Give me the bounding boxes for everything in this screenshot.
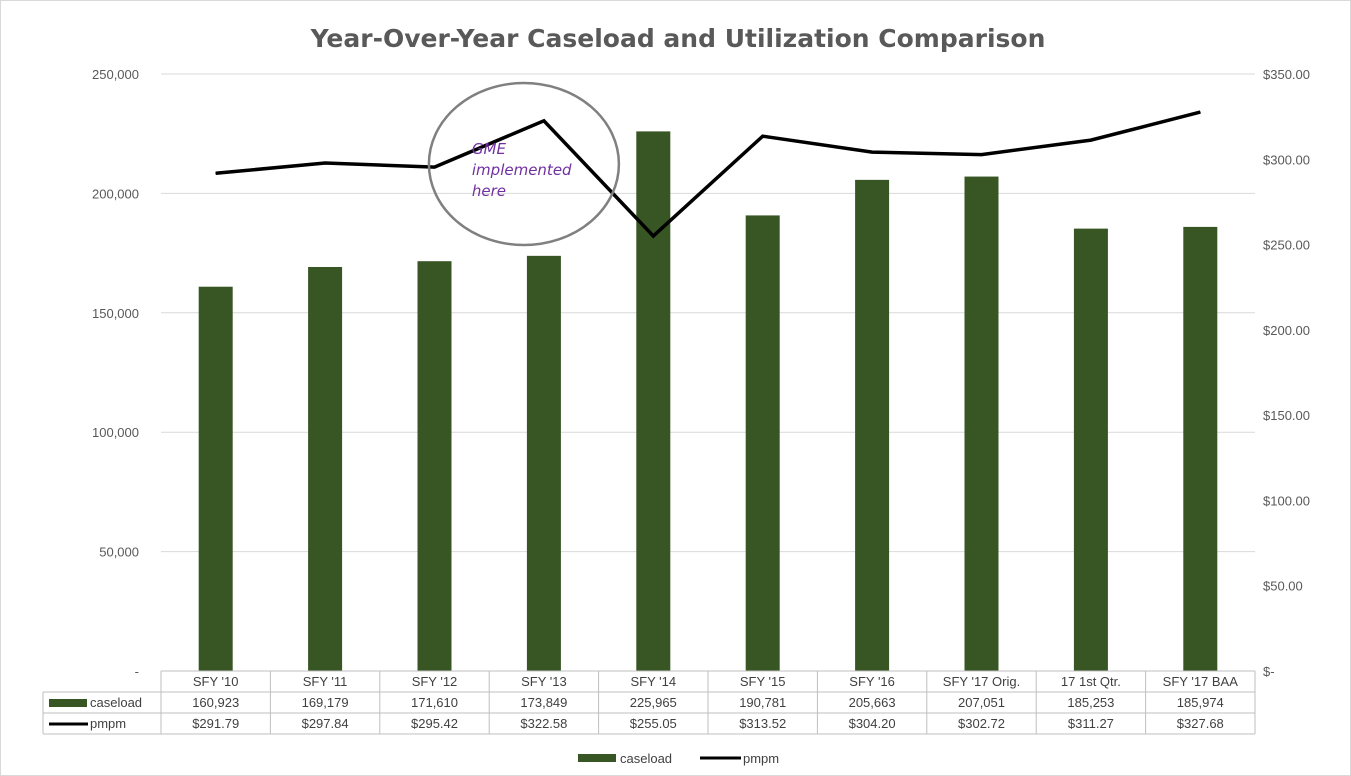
legend-swatch-caseload	[578, 754, 616, 762]
caseload-bar	[964, 176, 999, 672]
right-tick-label: $250.00	[1263, 238, 1310, 253]
pmpm-value: $295.42	[411, 716, 458, 731]
caseload-bar	[1183, 226, 1218, 671]
left-tick-label: 100,000	[92, 425, 139, 440]
caseload-bar	[526, 255, 561, 672]
pmpm-value: $304.20	[849, 716, 896, 731]
annotation-line: here	[472, 182, 506, 200]
pmpm-point	[871, 151, 873, 153]
pmpm-value: $255.05	[630, 716, 677, 731]
category-label: SFY '11	[303, 674, 348, 689]
category-label: SFY '15	[740, 674, 786, 689]
pmpm-point	[652, 235, 654, 237]
pmpm-point	[1199, 111, 1201, 113]
caseload-bar	[855, 179, 890, 671]
category-label: SFY '14	[630, 674, 676, 689]
pmpm-point	[215, 172, 217, 174]
category-label: SFY '13	[521, 674, 567, 689]
left-tick-label: 50,000	[99, 545, 139, 560]
row-label-pmpm: pmpm	[90, 716, 126, 731]
pmpm-point	[981, 154, 982, 156]
category-label: SFY '12	[412, 674, 458, 689]
right-tick-label: $-	[1263, 664, 1275, 679]
caseload-value: 169,179	[302, 695, 349, 710]
data-table: SFY '10 SFY '11 SFY '12 SFY '13 SFY '14 SFY '…	[42, 670, 1256, 735]
pmpm-point	[762, 135, 764, 137]
category-label: 17 1st Qtr.	[1061, 674, 1121, 689]
right-tick-label: $300.00	[1263, 152, 1310, 167]
pmpm-value: $311.27	[1068, 716, 1114, 731]
caseload-bar	[198, 286, 233, 671]
legend-label-caseload: caseload	[620, 751, 672, 766]
caseload-bars	[198, 131, 1218, 672]
category-label: SFY '10	[193, 674, 239, 689]
category-label: SFY '17 BAA	[1163, 674, 1239, 689]
caseload-value: 185,253	[1067, 695, 1114, 710]
pmpm-line	[215, 110, 1201, 239]
gridlines	[161, 73, 1255, 553]
pmpm-value: $327.68	[1177, 716, 1224, 731]
annotation-text: GME implemented here	[472, 140, 572, 200]
pmpm-point	[543, 120, 545, 122]
right-tick-label: $50.00	[1263, 579, 1303, 594]
annotation-line: implemented	[472, 161, 572, 179]
pmpm-point	[434, 166, 435, 168]
annotation: GME implemented here	[427, 81, 621, 247]
left-tick-label: 200,000	[92, 186, 139, 201]
pmpm-value: $313.52	[739, 716, 786, 731]
left-tick-label: 150,000	[92, 306, 139, 321]
caseload-value: 173,849	[520, 695, 567, 710]
pmpm-value: $297.84	[302, 716, 349, 731]
annotation-circle	[427, 81, 621, 247]
left-tick-label: -	[135, 664, 139, 679]
right-tick-label: $200.00	[1263, 323, 1310, 338]
caseload-bar	[308, 267, 343, 671]
caseload-bar	[417, 261, 452, 671]
category-label: SFY '17 Orig.	[943, 674, 1020, 689]
caseload-bar	[636, 131, 671, 672]
pmpm-value: $322.58	[520, 716, 567, 731]
right-tick-label: $350.00	[1263, 67, 1310, 82]
annotation-line: GME	[472, 140, 507, 158]
caseload-bar	[745, 215, 780, 671]
caseload-key	[49, 699, 87, 707]
caseload-value: 185,974	[1177, 695, 1224, 710]
right-tick-label: $150.00	[1263, 408, 1310, 423]
right-tick-label: $100.00	[1263, 493, 1310, 508]
row-label-caseload: caseload	[90, 695, 142, 710]
pmpm-value: $302.72	[958, 716, 1005, 731]
legend-label-pmpm: pmpm	[743, 751, 779, 766]
legend: caseload pmpm	[578, 751, 779, 766]
pmpm-value: $291.79	[192, 716, 239, 731]
category-label: SFY '16	[849, 674, 895, 689]
right-axis: $- $50.00 $100.00 $150.00 $200.00 $250.00 $300…	[1263, 67, 1310, 679]
caseload-bar	[1073, 228, 1108, 671]
left-tick-label: 250,000	[92, 67, 139, 82]
chart-title: Year-Over-Year Caseload and Utilization …	[310, 24, 1046, 53]
pmpm-point	[1090, 139, 1092, 141]
caseload-value: 225,965	[630, 695, 677, 710]
caseload-value: 207,051	[958, 695, 1005, 710]
pmpm-line-path	[215, 110, 1201, 239]
caseload-value: 190,781	[739, 695, 786, 710]
caseload-value: 160,923	[192, 695, 239, 710]
caseload-value: 205,663	[849, 695, 896, 710]
caseload-value: 171,610	[411, 695, 458, 710]
left-axis: - 50,000 100,000 150,000 200,000 250,000	[92, 67, 139, 679]
pmpm-point	[324, 162, 326, 164]
